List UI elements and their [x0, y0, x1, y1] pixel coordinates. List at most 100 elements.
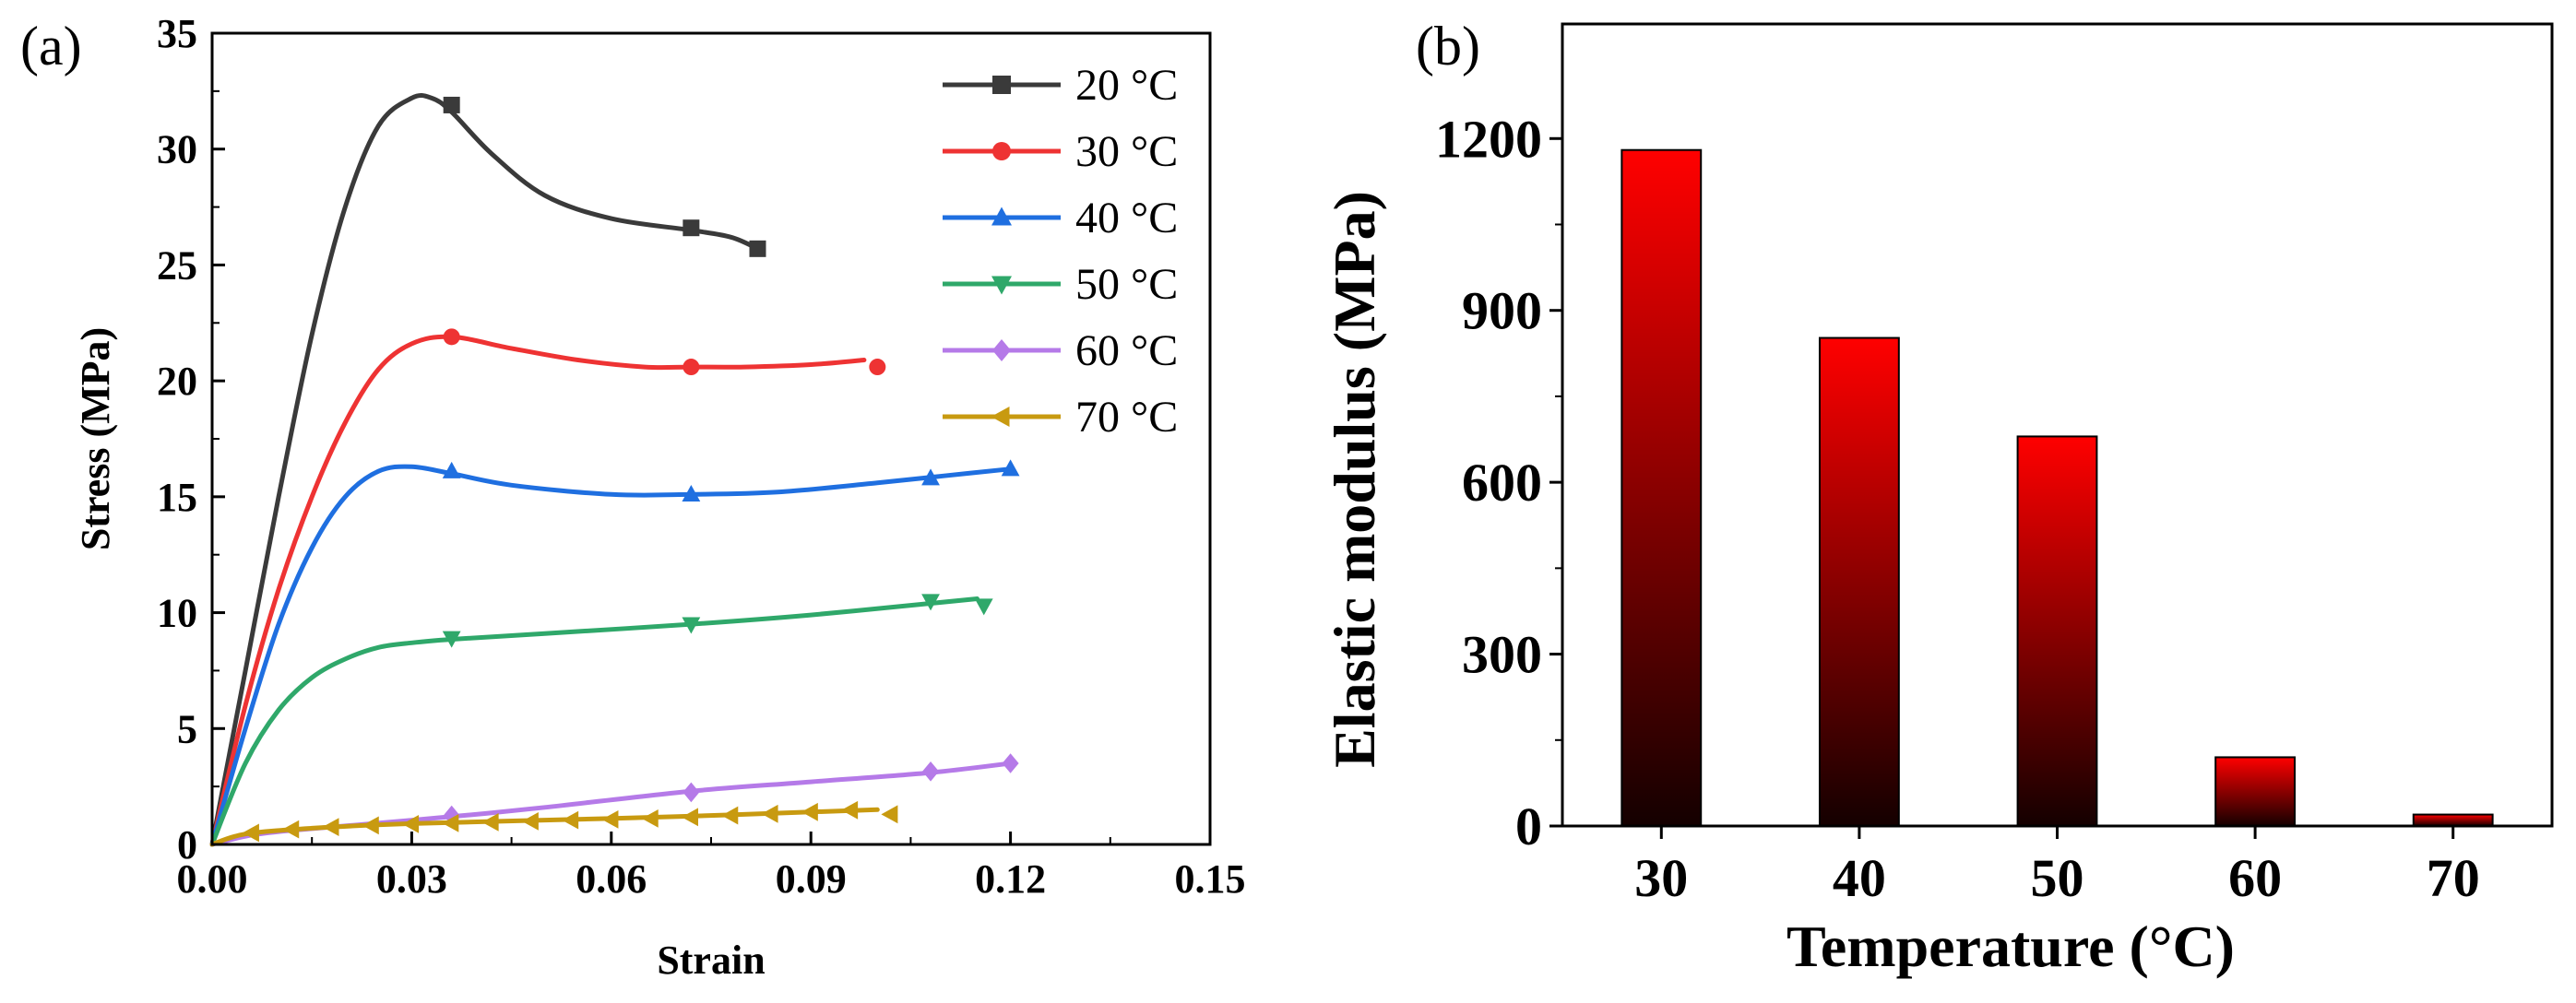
- data-point-60-c: [922, 761, 940, 782]
- bar-50: [2016, 435, 2098, 827]
- panel-b-x-tick-label: 50: [2031, 848, 2084, 908]
- data-point-70-c: [481, 812, 499, 832]
- panel-b-x-tick-label: 30: [1634, 848, 1688, 908]
- legend-marker-40-c: [991, 206, 1012, 226]
- panel-b-y-tick-label: 1200: [1435, 109, 1542, 169]
- panel-a-line-chart: (a) 0.00 0.03 0.06 0.09 0.12 0.15 0 5 10 15 20 25 30…: [20, 11, 1246, 983]
- data-point-50-c: [974, 598, 993, 616]
- data-point-70-c: [521, 811, 539, 831]
- data-point-70-c: [322, 818, 339, 837]
- legend-item-70-c: 70 °C: [943, 393, 1178, 442]
- panel-a-y-tick-label: 20: [157, 359, 197, 404]
- legend-marker-20-c: [992, 76, 1011, 94]
- data-point-70-c: [562, 810, 579, 830]
- data-point-20-c: [443, 96, 460, 113]
- legend-item-40-c: 40 °C: [943, 194, 1178, 242]
- series-20-c: [209, 93, 766, 847]
- data-point-70-c: [881, 805, 898, 824]
- data-point-20-c: [683, 219, 700, 237]
- data-point-40-c: [1001, 459, 1020, 477]
- data-point-70-c: [721, 806, 739, 825]
- legend-label-40-c: 40 °C: [1075, 194, 1178, 242]
- panel-a-x-tick-label: 0.00: [177, 856, 248, 902]
- bar-70: [2412, 813, 2494, 827]
- data-point-70-c: [442, 813, 459, 832]
- data-point-40-c: [682, 484, 701, 502]
- data-point-20-c: [749, 240, 766, 257]
- panel-a-x-axis-title: Strain: [657, 938, 765, 983]
- legend-label-20-c: 20 °C: [1075, 61, 1178, 110]
- series-50-c: [209, 594, 993, 847]
- panel-b-axes-frame: [1561, 22, 2554, 828]
- data-point-50-c: [442, 631, 461, 648]
- panel-b-y-tick-label: 600: [1462, 453, 1542, 513]
- legend-label-50-c: 50 °C: [1075, 260, 1178, 309]
- panel-a-letter: (a): [20, 16, 82, 77]
- data-point-70-c: [362, 816, 379, 835]
- panel-a-y-tick-label: 35: [157, 11, 197, 56]
- panel-a-axes-frame: [210, 31, 1212, 846]
- panel-b-y-tick-label: 0: [1515, 796, 1542, 856]
- panel-a-x-tick-label: 0.06: [576, 856, 647, 902]
- legend-item-50-c: 50 °C: [943, 260, 1178, 309]
- legend-marker-70-c: [991, 407, 1010, 427]
- data-point-70-c: [242, 823, 259, 843]
- data-point-60-c: [443, 805, 460, 826]
- data-point-50-c: [921, 594, 940, 611]
- panel-a-y-tick-label: 30: [157, 127, 197, 172]
- panel-b-x-axis-title: Temperature (°C): [1787, 914, 2235, 979]
- data-point-70-c: [801, 802, 818, 821]
- panel-b-bars: [1620, 148, 2494, 828]
- data-point-70-c: [641, 808, 659, 828]
- legend-label-60-c: 60 °C: [1075, 326, 1178, 375]
- panel-a-legend: 20 °C 30 °C 40 °C 50 °C 60 °C 70 °C: [943, 61, 1178, 442]
- data-point-40-c: [442, 461, 461, 478]
- legend-label-70-c: 70 °C: [1075, 393, 1178, 442]
- data-point-70-c: [402, 814, 420, 833]
- bar-30: [1620, 148, 1703, 827]
- data-point-30-c: [869, 359, 886, 376]
- data-point-70-c: [761, 804, 778, 823]
- series-40-c: [209, 459, 1020, 847]
- panel-b-y-tick-label: 300: [1462, 625, 1542, 685]
- panel-a-ticks: 0.00 0.03 0.06 0.09 0.12 0.15 0 5 10 15 20 25 30 35: [157, 11, 1246, 902]
- data-point-70-c: [682, 808, 699, 827]
- panel-a-y-tick-label: 15: [157, 475, 197, 520]
- panel-b-x-tick-label: 40: [1833, 848, 1886, 908]
- panel-a-y-tick-label: 5: [177, 706, 197, 751]
- data-point-60-c: [1002, 753, 1019, 773]
- panel-a-y-tick-label: 25: [157, 242, 197, 288]
- bar-60: [2214, 756, 2297, 828]
- panel-b-letter: (b): [1416, 16, 1480, 77]
- panel-b-x-tick-label: 60: [2228, 848, 2282, 908]
- panel-a-x-tick-label: 0.12: [975, 856, 1046, 902]
- legend-item-60-c: 60 °C: [943, 326, 1178, 375]
- panel-a-x-tick-label: 0.09: [776, 856, 847, 902]
- data-point-60-c: [683, 782, 700, 803]
- panel-a-x-tick-label: 0.03: [376, 856, 447, 902]
- legend-label-30-c: 30 °C: [1075, 127, 1178, 176]
- panel-a-y-axis-title: Stress (MPa): [73, 327, 118, 550]
- series-line-50-c: [209, 596, 979, 847]
- legend-marker-60-c: [992, 339, 1011, 361]
- panel-a-y-tick-label: 0: [177, 822, 197, 867]
- data-point-70-c: [841, 800, 859, 820]
- series-70-c: [209, 800, 898, 847]
- panel-b-y-axis-title: Elastic modulus (MPa): [1322, 191, 1387, 768]
- panel-b-ticks: 30 40 50 60 70 0 300 600 900 1200: [1435, 109, 2480, 908]
- panel-a-x-tick-label: 0.15: [1175, 856, 1246, 902]
- panel-a-y-tick-label: 10: [157, 591, 197, 636]
- panel-b-bar-chart: (b) 30 40 50 60 70 0 300 600 900 1200 Temperature…: [1322, 16, 2554, 979]
- legend-item-20-c: 20 °C: [943, 61, 1178, 110]
- series-line-20-c: [209, 93, 760, 847]
- data-point-70-c: [601, 809, 619, 829]
- data-point-50-c: [682, 617, 701, 634]
- series-30-c: [209, 328, 886, 847]
- data-point-40-c: [921, 468, 940, 486]
- data-point-70-c: [282, 820, 300, 839]
- panel-b-x-tick-label: 70: [2427, 848, 2480, 908]
- legend-marker-30-c: [992, 142, 1011, 160]
- panel-a-series: [209, 93, 1020, 847]
- panel-b-y-tick-label: 900: [1462, 281, 1542, 341]
